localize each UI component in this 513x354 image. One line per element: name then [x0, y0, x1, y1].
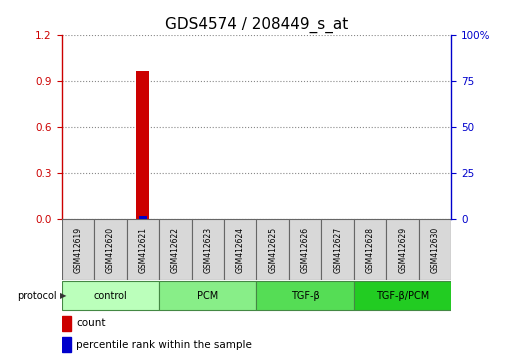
Text: GSM412628: GSM412628: [366, 227, 374, 273]
Text: TGF-β/PCM: TGF-β/PCM: [376, 291, 429, 301]
Text: GSM412630: GSM412630: [431, 227, 440, 273]
Bar: [191, 219, 224, 280]
Bar: [62, 316, 71, 331]
Bar: [159, 281, 256, 310]
Text: GSM412619: GSM412619: [73, 227, 82, 273]
Text: GSM412620: GSM412620: [106, 227, 115, 273]
Text: TGF-β: TGF-β: [291, 291, 320, 301]
Bar: [136, 71, 149, 219]
Bar: [62, 281, 159, 310]
Bar: [256, 281, 354, 310]
Bar: [62, 337, 71, 352]
Text: GSM412623: GSM412623: [203, 227, 212, 273]
Bar: [62, 219, 94, 280]
Bar: [289, 219, 322, 280]
Bar: [386, 219, 419, 280]
Text: GSM412627: GSM412627: [333, 227, 342, 273]
Text: GSM412625: GSM412625: [268, 227, 277, 273]
Text: protocol: protocol: [17, 291, 56, 301]
Bar: [94, 219, 127, 280]
Bar: [354, 281, 451, 310]
Bar: [419, 219, 451, 280]
Text: GSM412624: GSM412624: [236, 227, 245, 273]
Bar: [159, 219, 191, 280]
Text: GSM412621: GSM412621: [139, 227, 147, 273]
Text: count: count: [76, 318, 106, 329]
Text: control: control: [93, 291, 127, 301]
Text: percentile rank within the sample: percentile rank within the sample: [76, 339, 252, 350]
Text: GSM412626: GSM412626: [301, 227, 310, 273]
Text: GSM412622: GSM412622: [171, 227, 180, 273]
Text: PCM: PCM: [197, 291, 219, 301]
Title: GDS4574 / 208449_s_at: GDS4574 / 208449_s_at: [165, 16, 348, 33]
Bar: [127, 219, 159, 280]
Bar: [322, 219, 354, 280]
Bar: [256, 219, 289, 280]
Text: ▶: ▶: [60, 291, 67, 300]
Bar: [354, 219, 386, 280]
Bar: [224, 219, 256, 280]
Bar: [139, 216, 147, 219]
Text: GSM412629: GSM412629: [398, 227, 407, 273]
